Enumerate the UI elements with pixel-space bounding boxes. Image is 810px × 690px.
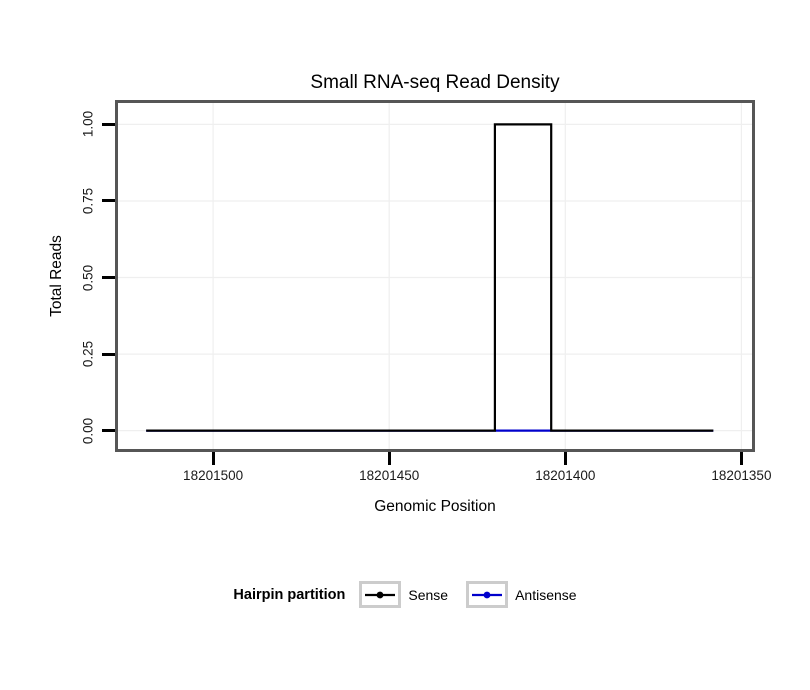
legend-entry-sense: Sense [359, 581, 448, 608]
series-line-sense [146, 123, 714, 432]
legend-glyph-antisense [472, 591, 503, 598]
legend-key-sense [359, 581, 402, 608]
y-tick-label: 1.00 [80, 111, 96, 138]
legend-glyph-sense [365, 591, 396, 598]
y-axis-tick [102, 429, 115, 433]
x-axis-label: Genomic Position [374, 498, 496, 515]
y-axis-tick [102, 276, 115, 280]
legend: Hairpin partition Sense Antisense [0, 581, 810, 608]
x-axis-tick [739, 452, 743, 465]
legend-key-antisense [466, 581, 509, 608]
x-axis-tick [563, 452, 567, 465]
x-tick-label: 18201350 [711, 468, 772, 483]
y-tick-label: 0.00 [80, 417, 96, 444]
y-axis-tick [102, 122, 115, 126]
x-tick-label: 18201400 [535, 468, 596, 483]
legend-keys: Sense Antisense [359, 581, 577, 608]
legend-title: Hairpin partition [233, 586, 346, 603]
y-axis-tick [102, 352, 115, 356]
y-tick-label: 0.50 [80, 264, 96, 291]
plot-panel [115, 100, 755, 452]
x-tick-label: 18201450 [359, 468, 420, 483]
x-axis-tick [387, 452, 391, 465]
chart-title: Small RNA-seq Read Density [310, 72, 560, 93]
legend-label-antisense: Antisense [515, 586, 577, 603]
legend-label-sense: Sense [408, 586, 449, 603]
y-tick-label: 0.75 [80, 187, 96, 215]
x-tick-label: 18201500 [183, 468, 244, 483]
y-axis-tick [102, 199, 115, 203]
legend-entry-antisense: Antisense [466, 581, 577, 608]
x-axis-tick [211, 452, 215, 465]
y-tick-label: 0.25 [80, 340, 96, 368]
y-axis-label: Total Reads [48, 235, 65, 317]
plot-area-svg [118, 103, 752, 449]
